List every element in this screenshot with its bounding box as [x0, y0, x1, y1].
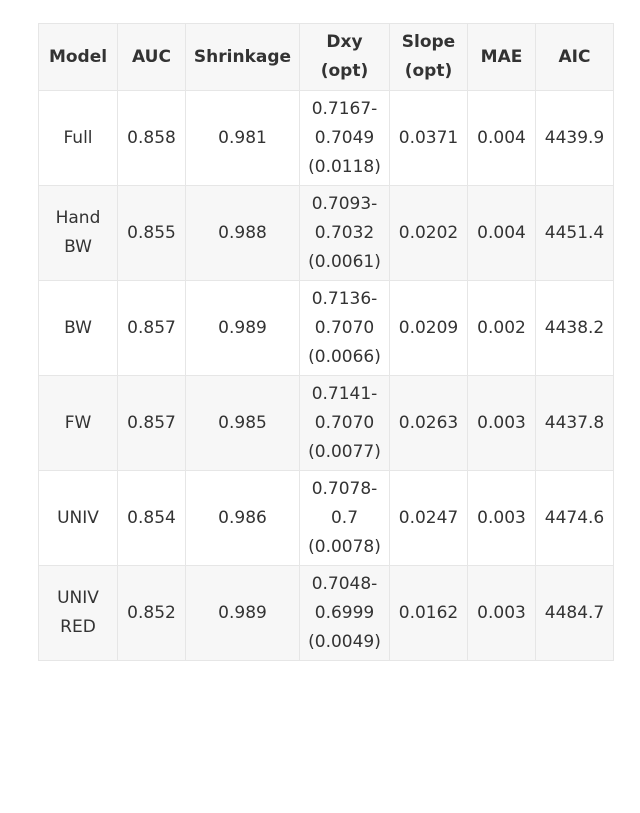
header-row: Model AUC Shrinkage Dxy (opt) Slope (opt) MAE AI… — [38, 23, 614, 91]
cell-dxy: 0.7048- 0.6999 (0.0049) — [299, 565, 390, 661]
column-header-aic: AIC — [535, 23, 614, 91]
cell-dxy: 0.7093- 0.7032 (0.0061) — [299, 185, 390, 281]
cell-shrinkage: 0.989 — [185, 565, 300, 661]
cell-model: UNIV RED — [38, 565, 118, 661]
cell-aic: 4437.8 — [535, 375, 614, 471]
cell-dxy-line: 0.7048- — [311, 573, 378, 594]
cell-dxy-line: (0.0066) — [308, 346, 381, 367]
column-header-text: AIC — [558, 46, 591, 67]
cell-model-line: UNIV — [57, 507, 99, 528]
cell-dxy-line: (0.0061) — [308, 251, 381, 272]
cell-model-line: BW — [64, 317, 92, 338]
cell-dxy: 0.7136- 0.7070 (0.0066) — [299, 280, 390, 376]
cell-mae: 0.003 — [467, 565, 536, 661]
cell-dxy: 0.7141- 0.7070 (0.0077) — [299, 375, 390, 471]
column-header-mae: MAE — [467, 23, 536, 91]
cell-dxy: 0.7167- 0.7049 (0.0118) — [299, 90, 390, 186]
cell-mae: 0.004 — [467, 185, 536, 281]
cell-dxy-line: 0.7136- — [311, 288, 378, 309]
column-header-text: (opt) — [320, 61, 369, 81]
column-header-text: Slope — [401, 32, 456, 52]
cell-aic: 4484.7 — [535, 565, 614, 661]
column-header-text: MAE — [480, 46, 523, 67]
column-header-auc: AUC — [117, 23, 186, 91]
cell-dxy-line: 0.7167- — [311, 98, 378, 119]
cell-dxy: 0.7078- 0.7 (0.0078) — [299, 470, 390, 566]
cell-dxy-line: 0.7070 — [314, 317, 375, 338]
cell-mae: 0.002 — [467, 280, 536, 376]
cell-dxy-line: 0.6999 — [314, 602, 375, 623]
cell-model-line: Hand — [55, 208, 101, 228]
cell-model-line: BW — [64, 237, 92, 257]
table-body: Full 0.858 0.981 0.7167- 0.7049 (0.0118) 0.037… — [38, 90, 614, 661]
cell-dxy-line: 0.7141- — [311, 383, 378, 404]
cell-auc: 0.852 — [117, 565, 186, 661]
cell-aic: 4474.6 — [535, 470, 614, 566]
cell-model: Full — [38, 90, 118, 186]
table-row: FW 0.857 0.985 0.7141- 0.7070 (0.0077) 0.0263 0… — [38, 375, 614, 471]
cell-aic: 4451.4 — [535, 185, 614, 281]
column-header-slope: Slope (opt) — [389, 23, 468, 91]
cell-auc: 0.854 — [117, 470, 186, 566]
cell-model-line: UNIV — [57, 588, 99, 608]
results-table: Model AUC Shrinkage Dxy (opt) Slope (opt) MAE AI… — [38, 23, 614, 661]
cell-dxy-line: 0.7049 — [314, 127, 375, 148]
cell-model: FW — [38, 375, 118, 471]
column-header-dxy: Dxy (opt) — [299, 23, 390, 91]
cell-auc: 0.857 — [117, 280, 186, 376]
cell-shrinkage: 0.986 — [185, 470, 300, 566]
cell-auc: 0.857 — [117, 375, 186, 471]
cell-dxy-line: (0.0078) — [308, 536, 381, 557]
cell-auc: 0.855 — [117, 185, 186, 281]
cell-slope: 0.0371 — [389, 90, 468, 186]
cell-slope: 0.0209 — [389, 280, 468, 376]
column-header-model: Model — [38, 23, 118, 91]
cell-dxy-line: 0.7078- — [311, 478, 378, 499]
cell-model-line: RED — [60, 617, 96, 637]
cell-slope: 0.0202 — [389, 185, 468, 281]
cell-model-line: Full — [63, 127, 93, 148]
cell-shrinkage: 0.989 — [185, 280, 300, 376]
cell-dxy-line: 0.7070 — [314, 412, 375, 433]
cell-auc: 0.858 — [117, 90, 186, 186]
cell-mae: 0.003 — [467, 375, 536, 471]
cell-shrinkage: 0.981 — [185, 90, 300, 186]
column-header-text: Dxy — [326, 32, 363, 52]
cell-shrinkage: 0.985 — [185, 375, 300, 471]
column-header-text: Shrinkage — [193, 46, 292, 67]
cell-shrinkage: 0.988 — [185, 185, 300, 281]
cell-model: BW — [38, 280, 118, 376]
cell-mae: 0.004 — [467, 90, 536, 186]
cell-slope: 0.0247 — [389, 470, 468, 566]
column-header-text: AUC — [132, 46, 171, 67]
table-row: BW 0.857 0.989 0.7136- 0.7070 (0.0066) 0.0209 0… — [38, 280, 614, 376]
cell-model-line: FW — [64, 412, 92, 433]
table-row: UNIV 0.854 0.986 0.7078- 0.7 (0.0078) 0.0247 0.… — [38, 470, 614, 566]
column-header-text: (opt) — [404, 61, 453, 81]
cell-aic: 4439.9 — [535, 90, 614, 186]
cell-model: Hand BW — [38, 185, 118, 281]
cell-dxy-line: 0.7093- — [311, 193, 378, 214]
table-row: UNIV RED 0.852 0.989 0.7048- 0.6999 (0.0049) 0.… — [38, 565, 614, 661]
table-header: Model AUC Shrinkage Dxy (opt) Slope (opt) MAE AI… — [38, 23, 614, 91]
cell-model: UNIV — [38, 470, 118, 566]
table-row: Full 0.858 0.981 0.7167- 0.7049 (0.0118) 0.037… — [38, 90, 614, 186]
cell-dxy-line: (0.0118) — [308, 156, 381, 177]
table-row: Hand BW 0.855 0.988 0.7093- 0.7032 (0.0061) 0.0… — [38, 185, 614, 281]
cell-slope: 0.0162 — [389, 565, 468, 661]
column-header-shrinkage: Shrinkage — [185, 23, 300, 91]
cell-slope: 0.0263 — [389, 375, 468, 471]
cell-dxy-line: (0.0077) — [308, 441, 381, 462]
cell-dxy-line: 0.7032 — [314, 222, 375, 243]
cell-aic: 4438.2 — [535, 280, 614, 376]
cell-dxy-line: 0.7 — [330, 507, 359, 528]
cell-mae: 0.003 — [467, 470, 536, 566]
cell-dxy-line: (0.0049) — [308, 631, 381, 652]
column-header-text: Model — [48, 46, 108, 67]
